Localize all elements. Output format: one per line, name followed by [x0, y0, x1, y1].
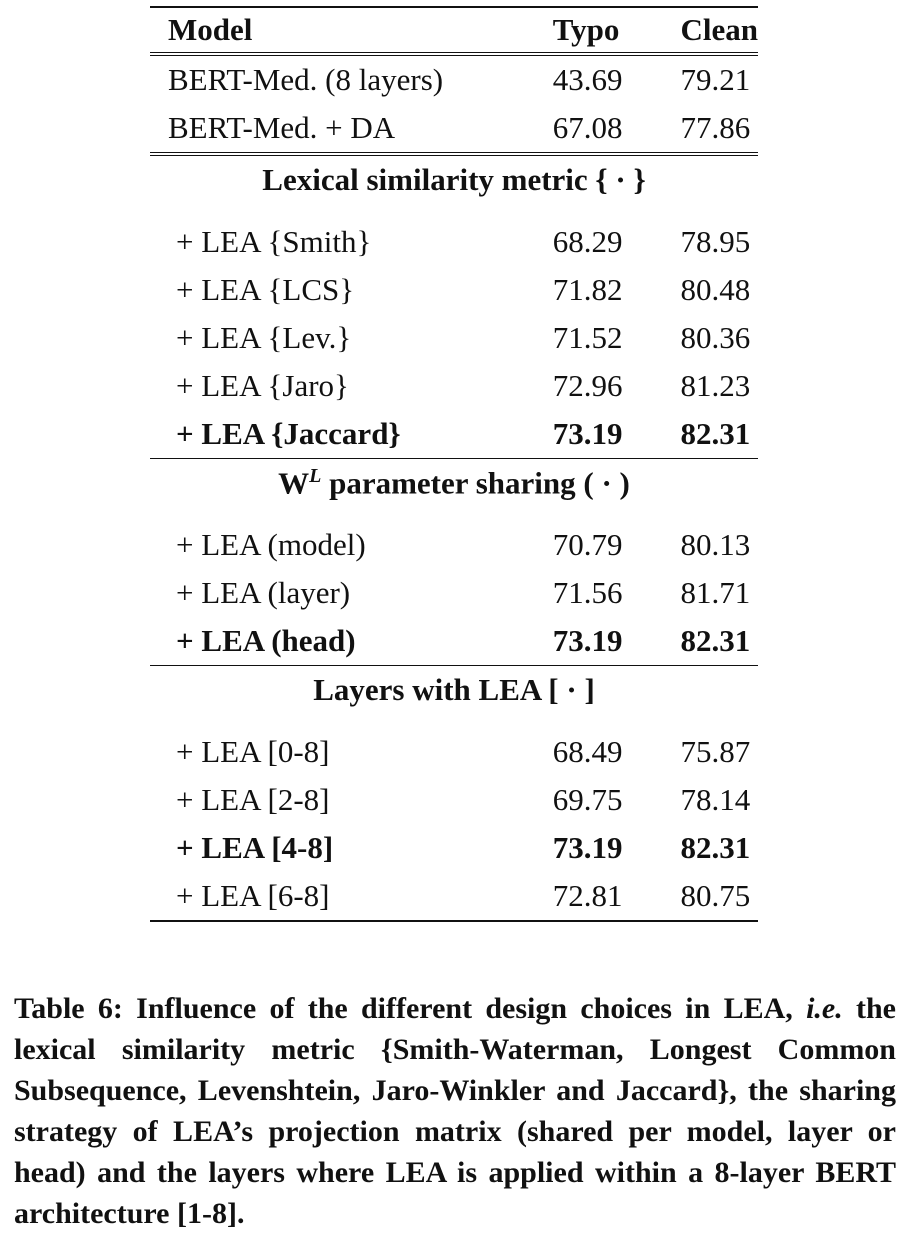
row-model: + LEA (model)	[176, 527, 366, 562]
row-typo: 68.49	[552, 734, 623, 769]
section-title-row: Lexical similarity metric { · }	[150, 154, 758, 204]
row-clean: 80.48	[680, 272, 751, 307]
row-model: BERT-Med. + DA	[168, 110, 396, 145]
section-title-row: Layers with LEA [ · ]	[150, 665, 758, 715]
row-typo: 43.69	[552, 62, 623, 97]
header-clean: Clean	[680, 12, 759, 47]
section-title: Lexical similarity metric { · }	[262, 162, 646, 197]
row-model: BERT-Med. (8 layers)	[168, 62, 444, 97]
section-title: Layers with LEA [ · ]	[313, 672, 595, 707]
table-row: + LEA {LCS} 71.82 80.48	[150, 266, 758, 314]
section-title-main: W	[278, 465, 310, 501]
row-typo: 67.08	[552, 110, 623, 145]
row-clean: 79.21	[680, 62, 751, 97]
caption-part-2: the lexical similarity metric {Smith-Wat…	[14, 992, 896, 1230]
table-row: + LEA (layer) 71.56 81.71	[150, 569, 758, 617]
row-typo: 71.52	[552, 320, 623, 355]
caption-ie: i.e.	[806, 992, 843, 1025]
row-typo: 69.75	[552, 782, 623, 817]
table-header-row: Model Typo Clean	[150, 7, 758, 54]
table-row: + LEA [6-8] 72.81 80.75	[150, 872, 758, 921]
row-typo: 68.29	[552, 224, 623, 259]
row-clean: 81.23	[680, 368, 751, 403]
caption-part-1: Table 6: Influence of the different desi…	[14, 992, 807, 1025]
table-row: + LEA (model) 70.79 80.13	[150, 521, 758, 569]
row-model: + LEA (layer)	[176, 575, 351, 610]
row-typo: 73.19	[552, 416, 623, 451]
results-table: Model Typo Clean BERT-Med. (8 layers) 43…	[150, 6, 758, 922]
table-row: + LEA {Jaro} 72.96 81.23	[150, 362, 758, 410]
table-row: BERT-Med. (8 layers) 43.69 79.21	[150, 54, 758, 104]
row-typo: 72.96	[552, 368, 623, 403]
table-row: + LEA {Lev.} 71.52 80.36	[150, 314, 758, 362]
row-typo: 71.82	[552, 272, 623, 307]
row-model: + LEA {Jaro}	[176, 368, 349, 403]
row-model: + LEA {Jaccard}	[176, 416, 401, 451]
table-row: BERT-Med. + DA 67.08 77.86	[150, 104, 758, 154]
row-clean: 82.31	[680, 623, 751, 658]
row-model: + LEA [6-8]	[176, 878, 330, 913]
row-model: + LEA [4-8]	[176, 830, 334, 865]
section-title-row: WL parameter sharing ( · )	[150, 458, 758, 508]
row-model: + LEA {Lev.}	[176, 320, 352, 355]
row-model: + LEA [0-8]	[176, 734, 330, 769]
table-caption: Table 6: Influence of the different desi…	[14, 988, 896, 1234]
table-row: + LEA [0-8] 68.49 75.87	[150, 728, 758, 776]
row-clean: 81.71	[680, 575, 751, 610]
row-model: + LEA [2-8]	[176, 782, 330, 817]
table-row: + LEA {Smith} 68.29 78.95	[150, 218, 758, 266]
row-model: + LEA (head)	[176, 623, 356, 658]
row-model: + LEA {Smith}	[176, 224, 372, 259]
row-model: + LEA {LCS}	[176, 272, 355, 307]
row-clean: 75.87	[680, 734, 751, 769]
row-clean: 80.36	[680, 320, 751, 355]
row-typo: 72.81	[552, 878, 623, 913]
row-clean: 82.31	[680, 416, 751, 451]
table-row: + LEA [2-8] 69.75 78.14	[150, 776, 758, 824]
row-clean: 77.86	[680, 110, 751, 145]
row-typo: 73.19	[552, 623, 623, 658]
header-typo: Typo	[552, 12, 620, 47]
row-typo: 71.56	[552, 575, 623, 610]
row-typo: 73.19	[552, 830, 623, 865]
row-clean: 78.95	[680, 224, 751, 259]
section-title: WL parameter sharing ( · )	[150, 459, 758, 508]
row-typo: 70.79	[552, 527, 623, 562]
section-title-sup: L	[309, 464, 322, 487]
row-clean: 82.31	[680, 830, 751, 865]
table-row-best: + LEA [4-8] 73.19 82.31	[150, 824, 758, 872]
table-row-best: + LEA {Jaccard} 73.19 82.31	[150, 410, 758, 459]
header-model: Model	[168, 12, 253, 47]
row-clean: 80.75	[680, 878, 751, 913]
table-row-best: + LEA (head) 73.19 82.31	[150, 617, 758, 666]
row-clean: 78.14	[680, 782, 751, 817]
section-title-rest: parameter sharing ( · )	[321, 465, 630, 501]
row-clean: 80.13	[680, 527, 751, 562]
